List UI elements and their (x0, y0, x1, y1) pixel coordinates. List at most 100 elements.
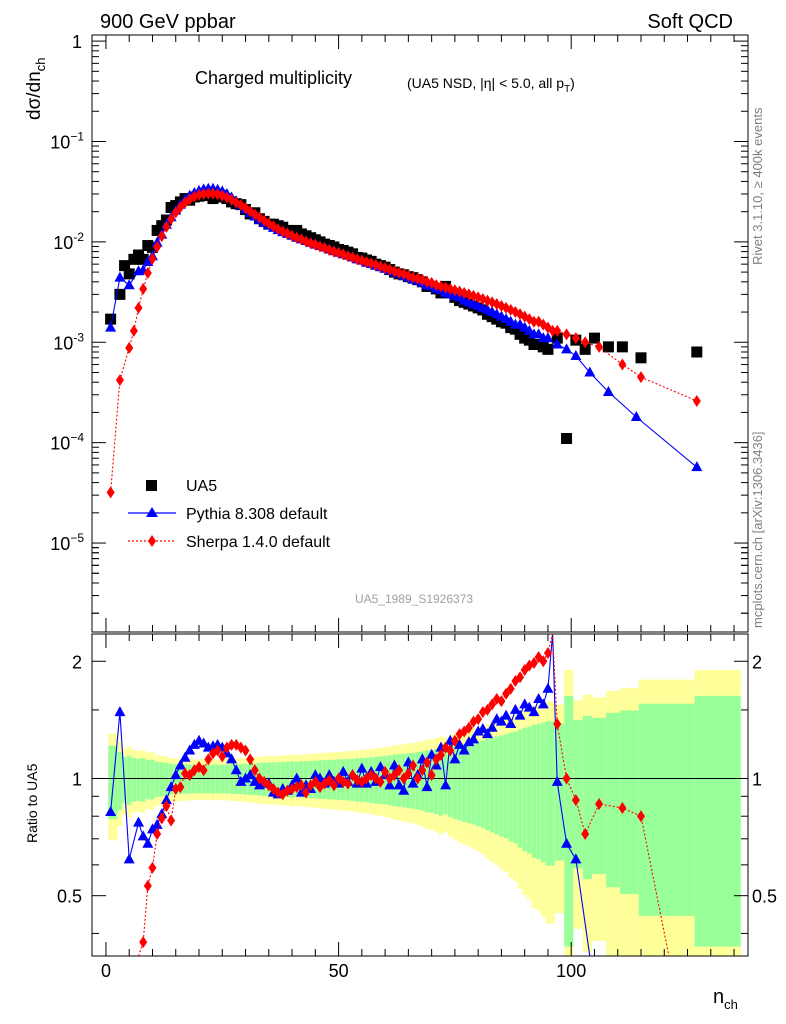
ratio-point-sherpa-1-4-0-default (553, 718, 562, 731)
ratio-point-pythia-8-308-default (123, 853, 135, 864)
data-point-ua5 (137, 253, 149, 265)
ratio-point-sherpa-1-4-0-default (422, 756, 431, 769)
ratio-point-pythia-8-308-default (481, 728, 493, 739)
ratio-point-pythia-8-308-default (291, 772, 303, 783)
legend-entry-ua5: UA5 (146, 478, 217, 495)
ratio-band-stat (192, 764, 197, 794)
ratio-point-pythia-8-308-default (514, 709, 526, 720)
data-point-sherpa-1-4-0-default (157, 230, 166, 243)
ratio-band-stat (694, 695, 741, 947)
ratio-point-sherpa-1-4-0-default (343, 777, 352, 790)
ratio-point-sherpa-1-4-0-default (325, 774, 334, 787)
ratio-band-stat (517, 729, 523, 848)
ratio-point-pythia-8-308-default (151, 818, 163, 829)
ratio-band-stat (564, 695, 574, 947)
ratio-band-stat (420, 751, 425, 811)
ratio-point-pythia-8-308-default (114, 706, 126, 717)
ratio-point-pythia-8-308-default (495, 715, 507, 726)
ratio-band-stat (480, 740, 485, 828)
legend-label-ua5: UA5 (186, 478, 217, 495)
header-right: Soft QCD (647, 11, 733, 33)
ratio-point-sherpa-1-4-0-default (483, 703, 492, 716)
main-y-tick-label: 10−4 (50, 431, 84, 454)
data-point-sherpa-1-4-0-default (115, 374, 124, 387)
ratio-point-pythia-8-308-default (421, 781, 433, 792)
legend: UA5 Pythia 8.308 default Sherpa 1.4.0 de… (128, 478, 331, 551)
data-point-ua5 (579, 343, 591, 355)
ratio-point-pythia-8-308-default (174, 759, 186, 770)
ratio-band-stat (508, 732, 513, 842)
uncertainty-bands (108, 669, 741, 956)
data-point-pythia-8-308-default (691, 461, 703, 472)
ratio-point-pythia-8-308-default (230, 764, 242, 775)
data-point-ua5 (635, 352, 647, 364)
ratio-point-sherpa-1-4-0-default (213, 744, 222, 757)
ratio-point-sherpa-1-4-0-default (502, 687, 511, 700)
ratio-plot-frame (91, 633, 749, 957)
ratio-band-stat (131, 758, 136, 802)
ratio-band-stat (224, 764, 230, 794)
ratio-point-sherpa-1-4-0-default (418, 764, 427, 777)
ratio-point-pythia-8-308-default (509, 703, 521, 714)
ratio-band-stat (406, 753, 411, 809)
ratio-band-stat (638, 703, 695, 916)
ratio-band-stat (573, 720, 583, 869)
ratio-y-tick-label: 1 (72, 769, 82, 789)
ratio-point-sherpa-1-4-0-default (348, 769, 357, 782)
data-point-sherpa-1-4-0-default (148, 252, 157, 265)
y-axis-label-ratio: Ratio to UA5 (24, 763, 40, 843)
ratio-point-pythia-8-308-default (449, 753, 461, 764)
ratio-band-stat (136, 758, 141, 801)
ratio-point-sherpa-1-4-0-default (516, 671, 525, 684)
data-point-sherpa-1-4-0-default (395, 266, 404, 279)
ratio-point-pythia-8-308-default (337, 765, 349, 776)
ratio-point-pythia-8-308-default (500, 709, 512, 720)
ratio-point-pythia-8-308-default (374, 761, 386, 772)
ratio-point-sherpa-1-4-0-default (543, 647, 552, 660)
data-point-sherpa-1-4-0-default (204, 187, 213, 200)
ratio-point-pythia-8-308-default (323, 769, 335, 780)
ratio-band-stat (201, 764, 206, 794)
data-point-ua5 (542, 343, 554, 355)
ratio-band-stat (489, 737, 495, 833)
ratio-band-stat (475, 741, 481, 827)
ratio-point-sherpa-1-4-0-default (595, 797, 604, 810)
ratio-point-pythia-8-308-default (486, 721, 498, 732)
ratio-point-sherpa-1-4-0-default (436, 748, 445, 761)
ratio-point-pythia-8-308-default (137, 830, 149, 841)
ratio-point-sherpa-1-4-0-default (618, 801, 627, 814)
data-point-pythia-8-308-default (630, 411, 642, 422)
ratio-y-tick-label: 0.5 (57, 887, 82, 907)
ratio-band-stat (303, 761, 309, 798)
ratio-point-sherpa-1-4-0-default (311, 775, 320, 788)
main-y-tick-label: 1 (72, 32, 82, 52)
data-point-sherpa-1-4-0-default (692, 394, 701, 407)
data-point-pythia-8-308-default (114, 271, 126, 282)
ratio-point-pythia-8-308-default (440, 779, 452, 790)
ratio-point-pythia-8-308-default (528, 706, 540, 717)
series-line-pythia-8-308-default (110, 188, 698, 468)
ratio-band-stat (438, 748, 444, 816)
ratio-point-sherpa-1-4-0-default (376, 775, 385, 788)
ratio-point-pythia-8-308-default (244, 769, 256, 780)
legend-entry-pythia: Pythia 8.308 default (128, 506, 328, 523)
ratio-band-stat (168, 763, 174, 795)
ratio-point-pythia-8-308-default (463, 736, 475, 747)
ratio-band-stat (457, 744, 462, 821)
axis-ticks: 1 10−1 10-2 10-3 10−4 10−5 2 2 1 1 0.5 0.5 0 50 100 (50, 32, 777, 981)
ratio-point-sherpa-1-4-0-default (297, 779, 306, 792)
data-point-sherpa-1-4-0-default (581, 336, 590, 349)
data-point-ua5 (146, 241, 158, 253)
ratio-point-pythia-8-308-default (226, 753, 238, 764)
data-point-pythia-8-308-default (602, 385, 614, 396)
x-tick-label: 0 (101, 961, 111, 981)
ratio-band-stat (196, 764, 202, 794)
ratio-band-stat (582, 715, 592, 880)
ratio-point-pythia-8-308-default (170, 769, 182, 780)
ratio-point-pythia-8-308-default (133, 816, 145, 827)
data-point-ua5 (602, 341, 614, 353)
data-point-ua5 (616, 341, 628, 353)
data-point-ua5 (114, 288, 126, 300)
data-point-sherpa-1-4-0-default (129, 324, 138, 337)
